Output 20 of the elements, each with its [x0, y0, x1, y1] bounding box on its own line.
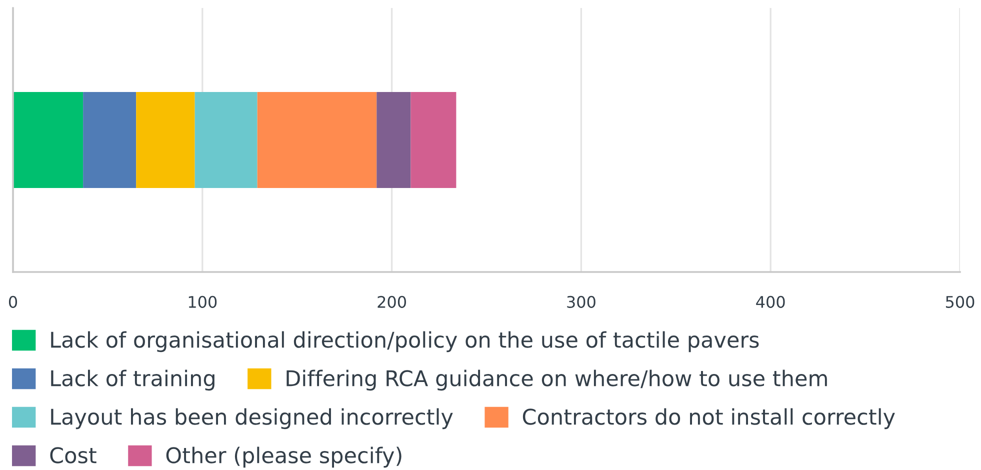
legend-label: Cost	[50, 447, 96, 464]
legend-label: Contractors do not install correctly	[522, 408, 895, 430]
bar	[376, 92, 411, 188]
legend-label: Other (please specify)	[166, 446, 402, 468]
x-tick-label: 400	[756, 296, 785, 308]
x-tick-label: 500	[946, 296, 974, 308]
x-tick-label: 0	[8, 296, 18, 308]
bar	[83, 92, 136, 188]
x-tick-label: 300	[567, 296, 596, 308]
legend-label: Lack of organisational direction/policy on the use of tactile pavers	[51, 331, 759, 352]
x-tick-label: 100	[188, 296, 217, 308]
bar	[13, 92, 84, 188]
bar	[257, 92, 377, 188]
legend-label: Differing RCA guidance on where/how to use them	[286, 370, 827, 391]
bar	[410, 92, 456, 188]
bar	[194, 92, 258, 188]
x-tick-label: 200	[378, 296, 406, 308]
legend-label: Layout has been designed incorrectly	[51, 408, 453, 430]
bar	[136, 92, 195, 188]
legend-label: Lack of training	[51, 370, 214, 391]
